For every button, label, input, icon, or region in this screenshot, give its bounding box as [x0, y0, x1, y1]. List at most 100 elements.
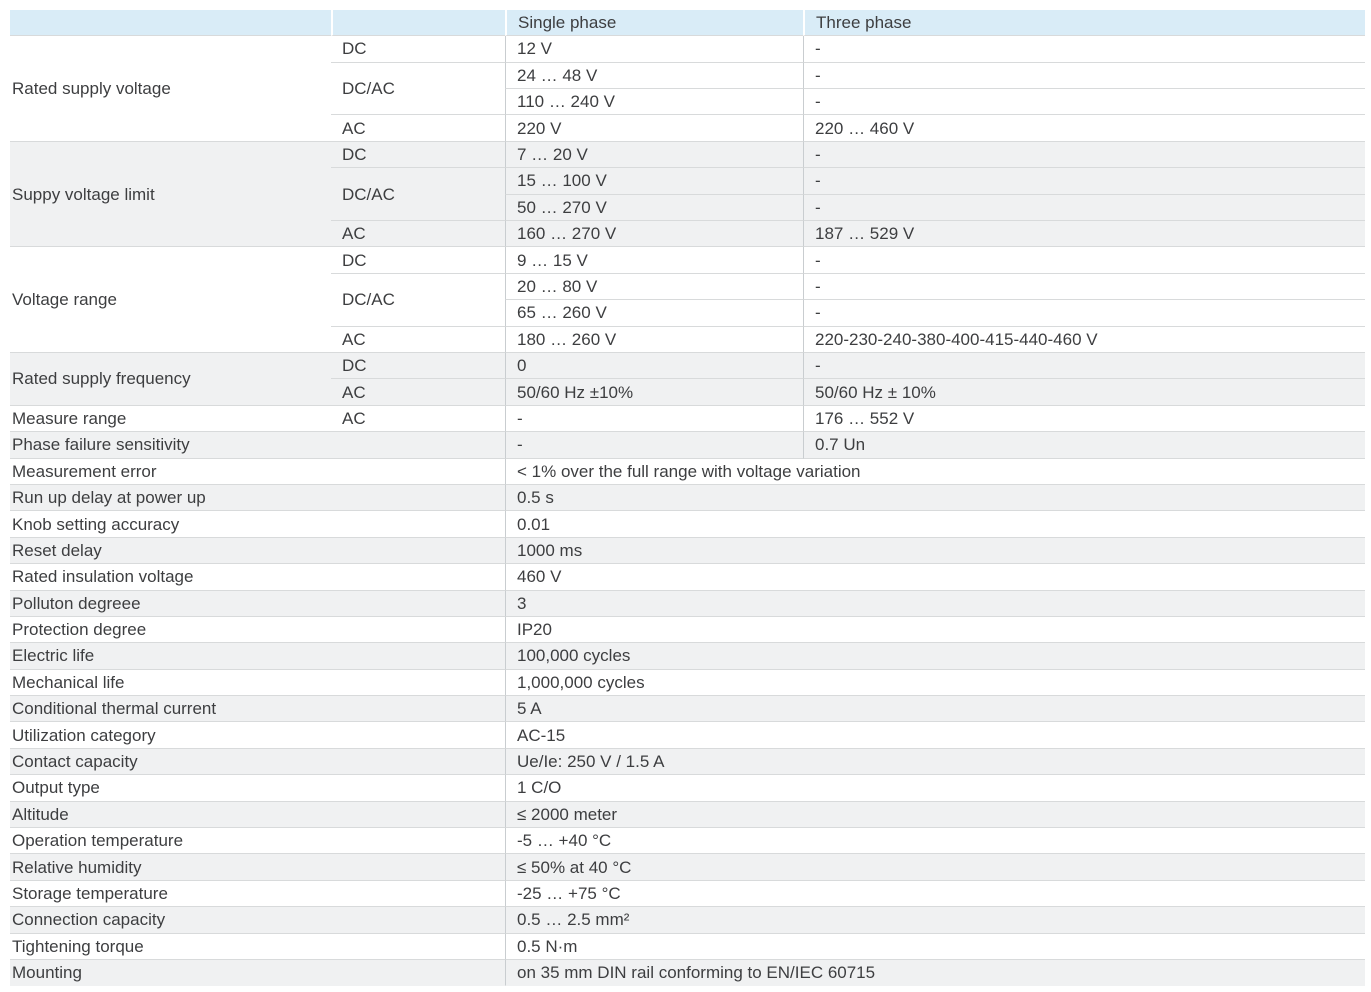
- header-type-cell: [331, 10, 505, 37]
- table-row: Tightening torque 0.5 N·m: [10, 933, 1365, 960]
- three-phase-cell: -: [803, 62, 1365, 90]
- table-row: Mechanical life 1,000,000 cycles: [10, 669, 1365, 697]
- single-phase-cell: -: [505, 432, 803, 459]
- table-row: Polluton degreee 3: [10, 590, 1365, 617]
- table-row: Run up delay at power up 0.5 s: [10, 484, 1365, 512]
- type-cell: AC: [331, 406, 505, 433]
- table-row: 50 … 270 V-: [10, 194, 1365, 222]
- param-cell: Conditional thermal current: [10, 696, 505, 723]
- type-cell: AC: [331, 115, 505, 142]
- param-cell: Mounting: [10, 959, 505, 987]
- table-row: Voltage range DC 9 … 15 V-: [10, 247, 1365, 353]
- param-cell: Knob setting accuracy: [10, 511, 505, 538]
- table-row: Conditional thermal current 5 A: [10, 696, 1365, 723]
- param-cell: Output type: [10, 775, 505, 802]
- param-cell: Rated insulation voltage: [10, 564, 505, 591]
- single-phase-cell: 0.5 N·m: [505, 933, 1365, 960]
- single-phase-cell: Ue/Ie: 250 V / 1.5 A: [505, 748, 1365, 776]
- three-phase-cell: -: [803, 194, 1365, 222]
- table-row: AC 160 … 270 V 187 … 529 V: [10, 221, 1365, 248]
- single-phase-cell: < 1% over the full range with voltage va…: [505, 458, 1365, 485]
- param-cell: Measurement error: [10, 459, 505, 485]
- param-cell: Phase failure sensitivity: [10, 432, 505, 459]
- table-row: Contact capacity Ue/Ie: 250 V / 1.5 A: [10, 748, 1365, 776]
- header-three-phase: Three phase: [803, 10, 1365, 37]
- single-phase-cell: 0.01: [505, 511, 1365, 538]
- header-row: Single phase Three phase: [10, 10, 1365, 37]
- table-row: AC 180 … 260 V 220-230-240-380-400-415-440…: [10, 326, 1365, 353]
- single-phase-cell: -5 … +40 °C: [505, 828, 1365, 855]
- param-cell: Connection capacity: [10, 907, 505, 934]
- three-phase-cell: -: [803, 273, 1365, 301]
- param-cell: Polluton degreee: [10, 590, 505, 617]
- table-row: Suppy voltage limit DC 7 … 20 V-: [10, 141, 1365, 248]
- param-cell: Protection degree: [10, 617, 505, 644]
- single-phase-cell: 24 … 48 V: [505, 62, 803, 90]
- single-phase-cell: -25 … +75 °C: [505, 880, 1365, 908]
- table-row: Measurement error < 1% over the full rang…: [10, 458, 1365, 485]
- param-cell: Utilization category: [10, 722, 505, 749]
- single-phase-cell: 20 … 80 V: [505, 273, 803, 301]
- table-row: Storage temperature -25 … +75 °C: [10, 880, 1365, 908]
- type-cell: AC: [331, 379, 505, 406]
- three-phase-cell: -: [803, 89, 1365, 116]
- param-cell: Altitude: [10, 801, 505, 829]
- table-row: Output type 1 C/O: [10, 775, 1365, 802]
- table-row: Rated insulation voltage 460 V: [10, 564, 1365, 591]
- header-single-phase: Single phase: [505, 10, 803, 37]
- single-phase-cell: 110 … 240 V: [505, 89, 803, 116]
- single-phase-cell: ≤ 2000 meter: [505, 801, 1365, 829]
- three-phase-cell: -: [803, 352, 1365, 380]
- param-cell: Contact capacity: [10, 748, 505, 776]
- three-phase-cell: -: [803, 247, 1365, 274]
- table-row: AC 50/60 Hz ±10% 50/60 Hz ± 10%: [10, 379, 1365, 406]
- single-phase-cell: 50 … 270 V: [505, 194, 803, 222]
- table-row: Protection degree IP20: [10, 616, 1365, 644]
- param-cell: Tightening torque: [10, 934, 505, 960]
- three-phase-cell: 187 … 529 V: [803, 221, 1365, 248]
- three-phase-cell: 176 … 552 V: [803, 405, 1365, 433]
- type-cell: DC/AC: [331, 63, 505, 116]
- single-phase-cell: 12 V: [505, 36, 803, 63]
- single-phase-cell: IP20: [505, 616, 1365, 644]
- param-cell: Operation temperature: [10, 828, 505, 855]
- single-phase-cell: 160 … 270 V: [505, 221, 803, 248]
- param-cell: Mechanical life: [10, 670, 505, 697]
- table-row: Rated supply frequency DC 0-: [10, 352, 1365, 406]
- three-phase-cell: 220-230-240-380-400-415-440-460 V: [803, 326, 1365, 353]
- single-phase-cell: 180 … 260 V: [505, 326, 803, 353]
- three-phase-cell: 0.7 Un: [803, 432, 1365, 459]
- single-phase-cell: 0: [505, 352, 803, 380]
- single-phase-cell: 220 V: [505, 115, 803, 142]
- table-row: Knob setting accuracy 0.01: [10, 511, 1365, 538]
- single-phase-cell: 9 … 15 V: [505, 247, 803, 274]
- param-cell: Rated supply frequency: [10, 352, 331, 406]
- three-phase-cell: -: [803, 141, 1365, 169]
- single-phase-cell: AC-15: [505, 722, 1365, 749]
- single-phase-cell: 5 A: [505, 696, 1365, 723]
- three-phase-cell: 220 … 460 V: [803, 115, 1365, 142]
- header-param-cell: [10, 10, 331, 37]
- param-cell: Electric life: [10, 643, 505, 670]
- spec-table: Single phase Three phase Rated supply vo…: [10, 10, 1365, 987]
- table-row: Utilization category AC-15: [10, 722, 1365, 749]
- table-row: DC/AC 24 … 48 V-: [10, 62, 1365, 116]
- type-cell: DC: [331, 352, 505, 380]
- three-phase-cell: -: [803, 168, 1365, 195]
- type-cell: DC: [331, 141, 505, 169]
- table-row: Electric life 100,000 cycles: [10, 643, 1365, 670]
- single-phase-cell: 1,000,000 cycles: [505, 669, 1365, 697]
- type-cell: DC: [331, 36, 505, 63]
- single-phase-cell: 1 C/O: [505, 775, 1365, 802]
- table-row: Rated supply voltage DC 12 V-: [10, 36, 1365, 142]
- table-row: Measure range AC -176 … 552 V: [10, 405, 1365, 433]
- table-row: Reset delay 1000 ms: [10, 537, 1365, 565]
- table-row: Altitude ≤ 2000 meter: [10, 801, 1365, 829]
- table-row: Phase failure sensitivity -0.7 Un: [10, 432, 1365, 459]
- table-row: AC 220 V 220 … 460 V: [10, 115, 1365, 142]
- type-cell: DC: [331, 247, 505, 274]
- table-row: Connection capacity 0.5 … 2.5 mm²: [10, 907, 1365, 934]
- param-cell: Reset delay: [10, 537, 505, 565]
- three-phase-cell: 50/60 Hz ± 10%: [803, 379, 1365, 406]
